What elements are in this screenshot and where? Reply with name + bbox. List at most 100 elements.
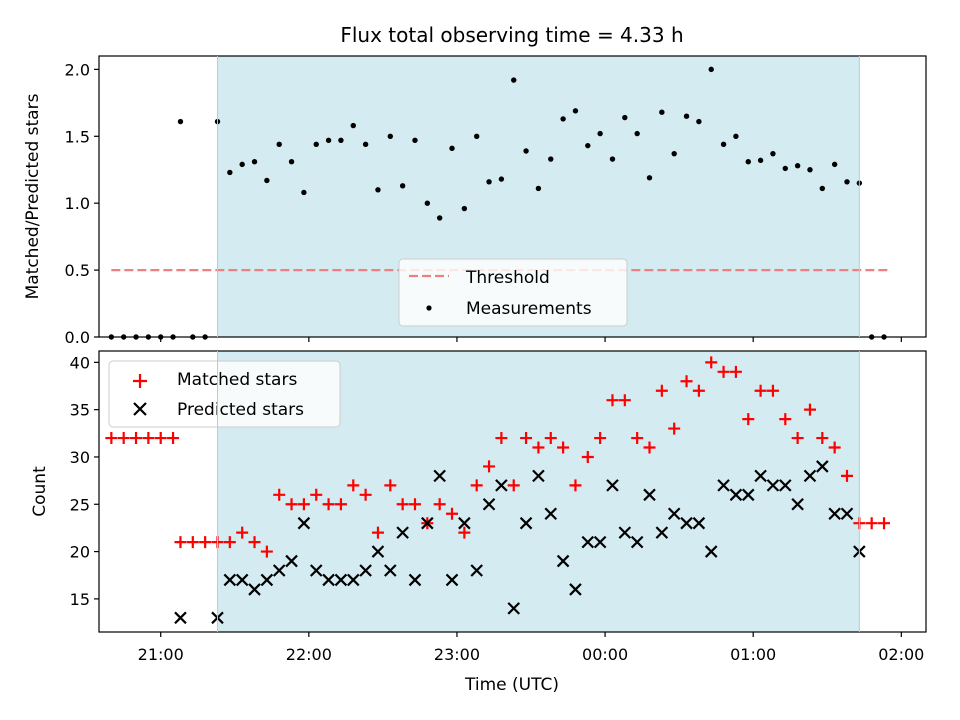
matched-star-point bbox=[754, 384, 767, 397]
matched-star-point bbox=[495, 432, 508, 445]
matched-star-point bbox=[865, 517, 878, 530]
matched-star-point bbox=[359, 488, 372, 501]
matched-star-point bbox=[717, 365, 730, 378]
predicted-star-point bbox=[569, 583, 582, 596]
legend-matched-label: Matched stars bbox=[177, 370, 297, 390]
matched-star-point bbox=[532, 441, 545, 454]
matched-star-point bbox=[841, 469, 854, 482]
matched-star-point bbox=[729, 365, 742, 378]
measurement-point bbox=[683, 113, 690, 119]
matched-star-point bbox=[680, 375, 693, 388]
measurement-point bbox=[511, 77, 517, 83]
measurement-point bbox=[597, 130, 603, 137]
x-tick-label: 00:00 bbox=[582, 645, 628, 664]
predicted-star-point bbox=[667, 507, 681, 521]
predicted-star-point bbox=[235, 573, 249, 587]
measurement-point bbox=[461, 205, 468, 212]
matched-star-point bbox=[248, 536, 261, 549]
matched-star-point bbox=[507, 479, 520, 492]
matched-star-point bbox=[581, 450, 594, 463]
matched-star-point bbox=[878, 517, 891, 530]
predicted-star-point bbox=[655, 526, 669, 539]
measurement-point bbox=[782, 165, 788, 172]
matched-star-point bbox=[347, 479, 360, 492]
matched-star-point bbox=[285, 498, 298, 511]
matched-stars-points bbox=[105, 356, 891, 558]
predicted-star-point bbox=[371, 545, 385, 558]
matched-star-point bbox=[408, 498, 421, 511]
bottom-legend: Matched stars Predicted stars bbox=[108, 360, 341, 428]
matched-star-point bbox=[766, 384, 779, 397]
measurement-point bbox=[498, 176, 505, 182]
measurement-point bbox=[264, 177, 270, 184]
matched-star-point bbox=[483, 460, 496, 473]
measurement-point bbox=[671, 150, 677, 157]
y-tick-label: 1.5 bbox=[65, 127, 90, 146]
matched-star-point bbox=[154, 432, 167, 445]
measurement-point bbox=[708, 66, 714, 73]
matched-star-point bbox=[174, 536, 187, 549]
measurement-point bbox=[523, 148, 529, 154]
matched-star-point bbox=[130, 432, 143, 445]
top-legend: Threshold Measurements bbox=[398, 258, 628, 327]
measurement-point bbox=[449, 145, 455, 152]
predicted-star-point bbox=[260, 573, 274, 587]
x-tick-label: 21:00 bbox=[138, 645, 184, 664]
predicted-star-point bbox=[544, 507, 558, 521]
predicted-stars-points bbox=[174, 460, 866, 625]
x-tick-label: 23:00 bbox=[434, 645, 480, 664]
predicted-star-point bbox=[346, 573, 360, 587]
predicted-star-point bbox=[803, 469, 817, 483]
matched-star-point bbox=[384, 479, 397, 492]
y-tick-label: 30 bbox=[70, 448, 90, 467]
y-tick-label: 35 bbox=[70, 401, 90, 420]
legend-threshold-label: Threshold bbox=[465, 268, 550, 288]
matched-star-point bbox=[186, 536, 199, 549]
predicted-star-point bbox=[643, 488, 656, 502]
matched-star-point bbox=[816, 432, 829, 445]
predicted-star-point bbox=[174, 611, 187, 625]
predicted-star-point bbox=[717, 479, 730, 492]
matched-star-point bbox=[779, 413, 792, 426]
matched-star-point bbox=[618, 394, 631, 407]
predicted-star-point bbox=[766, 479, 780, 492]
matched-star-point bbox=[520, 432, 533, 445]
predicted-star-point bbox=[692, 516, 706, 530]
matched-star-point bbox=[655, 384, 668, 397]
x-tick-label: 02:00 bbox=[878, 645, 924, 664]
top-y-ticks: 0.0 0.5 1.0 1.5 2.0 bbox=[65, 60, 99, 347]
measurement-point bbox=[622, 114, 628, 121]
predicted-star-point bbox=[421, 516, 434, 530]
measurement-point bbox=[301, 189, 307, 196]
predicted-star-point bbox=[248, 583, 261, 596]
matched-star-point bbox=[105, 432, 118, 445]
predicted-star-point bbox=[581, 535, 595, 549]
predicted-star-point bbox=[445, 573, 459, 587]
predicted-star-point bbox=[816, 460, 829, 473]
measurement-point bbox=[313, 141, 319, 148]
measurement-point bbox=[609, 156, 616, 162]
measurement-point bbox=[399, 183, 406, 189]
matched-star-point bbox=[594, 432, 607, 445]
predicted-star-point bbox=[285, 554, 298, 568]
matched-star-point bbox=[458, 526, 471, 539]
predicted-star-point bbox=[828, 507, 841, 521]
y-tick-label: 1.0 bbox=[65, 194, 90, 213]
measurement-point bbox=[424, 200, 431, 206]
predicted-star-point bbox=[359, 564, 372, 577]
measurement-point bbox=[288, 159, 295, 165]
predicted-star-point bbox=[297, 516, 311, 530]
matched-star-point bbox=[236, 526, 249, 539]
y-tick-label: 20 bbox=[70, 543, 90, 562]
bottom-y-axis-label: Count bbox=[30, 466, 50, 517]
measurement-point bbox=[634, 130, 640, 137]
matched-star-point bbox=[260, 545, 273, 558]
bottom-x-axis-label: Time (UTC) bbox=[464, 675, 559, 695]
y-tick-label: 2.0 bbox=[65, 60, 90, 79]
measurement-point bbox=[474, 133, 480, 139]
y-tick-label: 40 bbox=[70, 353, 90, 372]
predicted-star-point bbox=[334, 573, 348, 587]
matched-star-point bbox=[803, 403, 816, 416]
measurement-point bbox=[436, 215, 443, 221]
